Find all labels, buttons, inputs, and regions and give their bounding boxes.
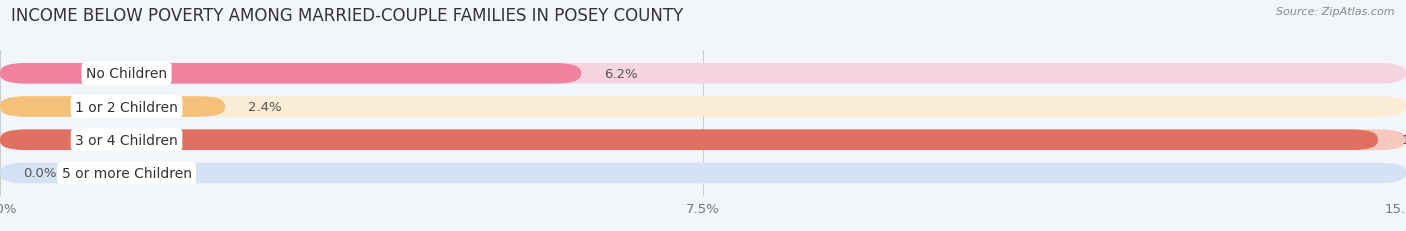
Text: 2.4%: 2.4% [249,100,283,113]
Text: 3 or 4 Children: 3 or 4 Children [75,133,179,147]
FancyBboxPatch shape [0,97,1406,117]
FancyBboxPatch shape [0,130,1378,150]
Text: No Children: No Children [86,67,167,81]
Text: 1 or 2 Children: 1 or 2 Children [75,100,179,114]
FancyBboxPatch shape [0,130,1406,150]
FancyBboxPatch shape [0,64,1406,84]
Text: 0.0%: 0.0% [24,167,56,180]
Text: 5 or more Children: 5 or more Children [62,166,191,180]
FancyBboxPatch shape [0,64,581,84]
Text: 14.7%: 14.7% [1402,134,1406,147]
Text: INCOME BELOW POVERTY AMONG MARRIED-COUPLE FAMILIES IN POSEY COUNTY: INCOME BELOW POVERTY AMONG MARRIED-COUPL… [11,7,683,25]
Text: Source: ZipAtlas.com: Source: ZipAtlas.com [1277,7,1395,17]
FancyBboxPatch shape [0,97,225,117]
Text: 6.2%: 6.2% [605,67,638,80]
FancyBboxPatch shape [0,163,1406,183]
